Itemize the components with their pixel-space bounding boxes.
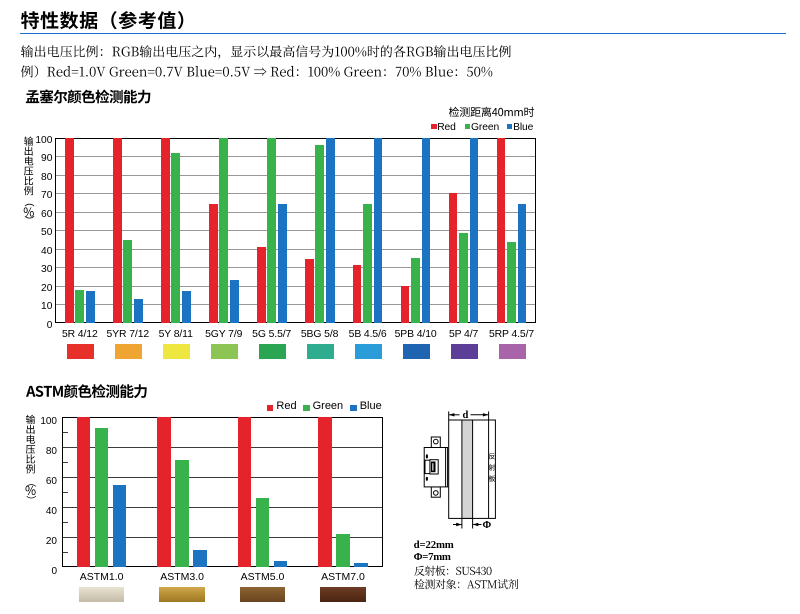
svg-text:d: d — [463, 410, 469, 421]
svg-text:Φ: Φ — [483, 520, 492, 531]
